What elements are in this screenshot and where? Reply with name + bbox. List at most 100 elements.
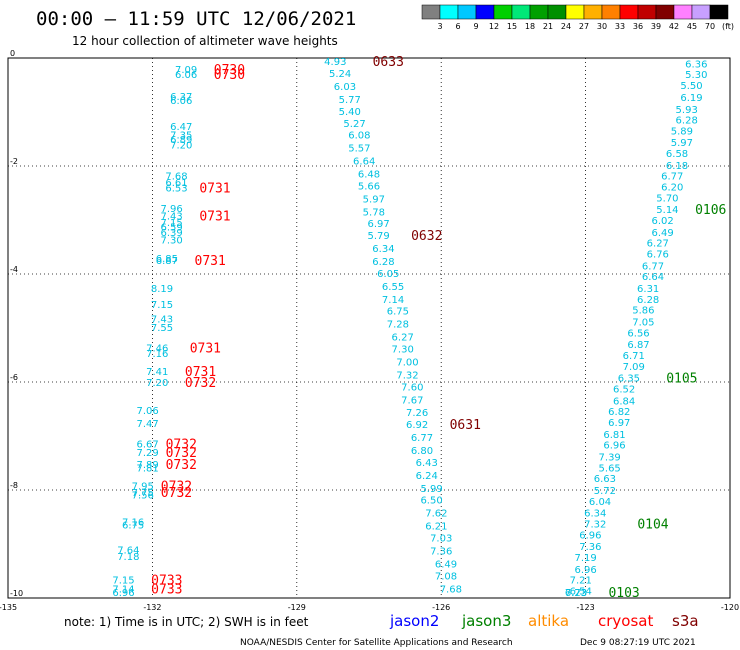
swh-value-jason3: 6.82 bbox=[608, 407, 630, 418]
x-tick-label: -120 bbox=[721, 603, 739, 612]
swh-value-s3a: 6.27 bbox=[392, 333, 414, 344]
swh-value-jason3: 6.20 bbox=[661, 183, 683, 194]
swh-value-s3a: 7.36 bbox=[430, 546, 452, 557]
swh-value-s3a: 6.34 bbox=[372, 244, 394, 255]
colorbar-swatch bbox=[619, 4, 639, 20]
colorbar-tick: 15 bbox=[507, 22, 517, 31]
y-tick-label: -10 bbox=[10, 589, 23, 598]
colorbar-tick: 12 bbox=[489, 22, 499, 31]
swh-value-jason3: 6.73 bbox=[565, 588, 587, 599]
pass-time-cryosat: 0731 bbox=[199, 210, 230, 225]
swh-value-s3a: 5.97 bbox=[363, 194, 385, 205]
swh-value-cryosat: 7.55 bbox=[151, 323, 173, 334]
swh-value-jason3: 5.86 bbox=[632, 306, 654, 317]
x-tick-label: -132 bbox=[143, 603, 161, 612]
y-tick-label: -4 bbox=[10, 265, 18, 274]
swh-value-cryosat: 6.47 bbox=[170, 122, 192, 133]
swh-value-cryosat: 7.16 bbox=[122, 517, 144, 528]
swh-value-s3a: 6.08 bbox=[348, 131, 370, 142]
pass-time-cryosat: 0732 bbox=[161, 480, 192, 495]
swh-value-s3a: 6.75 bbox=[387, 307, 409, 318]
swh-value-s3a: 6.03 bbox=[334, 82, 356, 93]
swh-value-jason3: 7.09 bbox=[623, 362, 645, 373]
swh-value-s3a: 5.77 bbox=[339, 95, 361, 106]
swh-value-cryosat: 7.46 bbox=[146, 343, 168, 354]
swh-value-jason3: 7.05 bbox=[632, 318, 654, 329]
pass-time-cryosat: 0730 bbox=[214, 68, 245, 83]
swh-value-s3a: 7.62 bbox=[425, 509, 447, 520]
swh-value-jason3: 6.63 bbox=[594, 474, 616, 485]
colorbar-tick: 6 bbox=[455, 22, 460, 31]
swh-value-jason3: 6.18 bbox=[666, 161, 688, 172]
pass-time-jason3: 0104 bbox=[637, 517, 668, 532]
swh-value-jason3: 7.39 bbox=[599, 453, 621, 464]
swh-value-s3a: 7.68 bbox=[440, 584, 462, 595]
swh-value-jason3: 5.50 bbox=[680, 81, 702, 92]
colorbar-tick: 39 bbox=[651, 22, 661, 31]
colorbar-swatch bbox=[439, 4, 459, 20]
swh-value-cryosat: 7.18 bbox=[117, 552, 139, 563]
colorbar-swatch bbox=[673, 4, 693, 20]
note-text: note: 1) Time is in UTC; 2) SWH is in fe… bbox=[64, 615, 309, 629]
colorbar-swatch bbox=[457, 4, 477, 20]
swh-value-jason3: 6.96 bbox=[579, 530, 601, 541]
colorbar-tick: 9 bbox=[473, 22, 478, 31]
satellite-jason3: jason3 bbox=[461, 612, 511, 630]
footer-timestamp: Dec 9 08:27:19 UTC 2021 bbox=[580, 638, 696, 648]
pass-time-s3a: 0631 bbox=[450, 418, 481, 433]
swh-value-jason3: 7.36 bbox=[579, 542, 601, 553]
colorbar-tick: 42 bbox=[669, 22, 679, 31]
x-tick-label: -123 bbox=[577, 603, 595, 612]
swh-value-jason3: 6.71 bbox=[623, 351, 645, 362]
pass-time-cryosat: 0732 bbox=[166, 438, 197, 453]
swh-value-jason3: 6.56 bbox=[627, 328, 649, 339]
swh-value-cryosat: 7.16 bbox=[146, 349, 168, 360]
satellite-s3a: s3a bbox=[672, 612, 699, 630]
swh-value-cryosat: 7.43 bbox=[161, 212, 183, 223]
colorbar: 3 6 9 12 15 18 21 24 27 30 33 36 39 42 45 70 (ft) bbox=[421, 4, 734, 31]
colorbar-tick: 45 bbox=[687, 22, 697, 31]
swh-value-cryosat: 7.29 bbox=[136, 448, 158, 459]
swh-value-s3a: 6.77 bbox=[411, 433, 433, 444]
swh-value-s3a: 5.24 bbox=[329, 69, 351, 80]
colorbar-tick: 27 bbox=[579, 22, 589, 31]
swh-value-s3a: 7.00 bbox=[396, 357, 418, 368]
grid-lines bbox=[8, 58, 730, 598]
colorbar-tick: 24 bbox=[561, 22, 571, 31]
swh-value-jason3: 6.81 bbox=[603, 430, 625, 441]
pass-time-cryosat: 0733 bbox=[151, 582, 182, 597]
swh-value-s3a: 6.49 bbox=[435, 559, 457, 570]
swh-value-cryosat: 7.96 bbox=[161, 204, 183, 215]
colorbar-swatch bbox=[637, 4, 657, 20]
pass-labels: 0730073007310731073107310731073207320732… bbox=[151, 55, 726, 601]
swh-value-cryosat: 7.47 bbox=[136, 419, 158, 430]
swh-value-cryosat: 7.20 bbox=[170, 140, 192, 151]
swh-value-cryosat: 7.06 bbox=[136, 406, 158, 417]
swh-value-jason3: 6.96 bbox=[574, 565, 596, 576]
swh-value-s3a: 5.40 bbox=[339, 107, 361, 118]
pass-time-s3a: 0632 bbox=[411, 229, 442, 244]
swh-value-s3a: 6.97 bbox=[367, 219, 389, 230]
swh-value-cryosat: 6.59 bbox=[161, 222, 183, 233]
satellite-cryosat: cryosat bbox=[598, 612, 653, 630]
swh-value-cryosat: 7.75 bbox=[132, 488, 154, 499]
colorbar-tick: 3 bbox=[437, 22, 442, 31]
colorbar-swatch bbox=[493, 4, 513, 20]
swh-value-s3a: 5.99 bbox=[420, 484, 442, 495]
swh-value-jason3: 6.28 bbox=[637, 295, 659, 306]
colorbar-swatch bbox=[691, 4, 711, 20]
swh-value-s3a: 6.92 bbox=[406, 420, 428, 431]
satellite-legend: jason2 jason3 altika cryosat s3a bbox=[389, 612, 699, 630]
swh-value-cryosat: 7.68 bbox=[165, 172, 187, 183]
swh-value-cryosat: 7.09 bbox=[175, 65, 197, 76]
swh-value-jason3: 6.97 bbox=[608, 418, 630, 429]
swh-value-jason3: 6.27 bbox=[647, 239, 669, 250]
swh-value-s3a: 7.28 bbox=[387, 320, 409, 331]
satellite-altika: altika bbox=[528, 612, 569, 630]
swh-value-jason3: 6.64 bbox=[642, 272, 664, 283]
swh-value-s3a: 6.21 bbox=[425, 522, 447, 533]
y-tick-label: 0 bbox=[10, 49, 15, 58]
swh-value-s3a: 5.57 bbox=[348, 144, 370, 155]
swh-value-jason3: 5.97 bbox=[671, 138, 693, 149]
